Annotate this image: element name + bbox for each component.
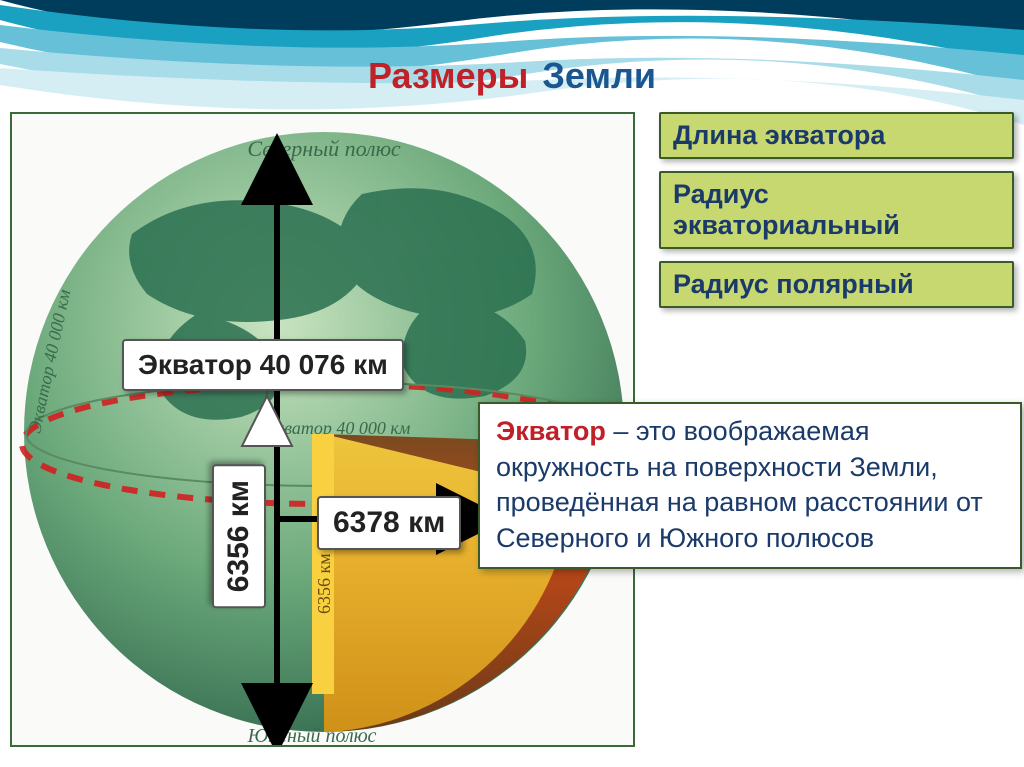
polar-radius-callout: 6356 км: [212, 464, 266, 608]
equator-definition-box: Экватор – это воображаемая окружность на…: [478, 402, 1022, 569]
equatorial-radius-callout: 6378 км: [317, 496, 461, 550]
north-pole-label: Северный полюс: [247, 136, 400, 161]
title-word-1: Размеры: [368, 55, 528, 96]
page-title: Размеры Земли: [0, 0, 1024, 107]
sidebar-item-equatorial-radius: Радиус экваториальный: [659, 171, 1014, 249]
sidebar-item-polar-radius: Радиус полярный: [659, 261, 1014, 308]
equator-length-callout: Экватор 40 076 км: [122, 339, 404, 391]
sidebar-item-equator-length: Длина экватора: [659, 112, 1014, 159]
main-area: Северный полюс Экватор 40 000 км Экватор…: [10, 112, 1014, 752]
south-pole-label: Южный полюс: [247, 725, 377, 747]
title-word-2: Земли: [542, 55, 656, 96]
definition-term: Экватор: [496, 416, 606, 446]
inner-polar-radius-label: 6356 км: [314, 553, 334, 614]
sidebar: Длина экватора Радиус экваториальный Рад…: [659, 112, 1014, 320]
